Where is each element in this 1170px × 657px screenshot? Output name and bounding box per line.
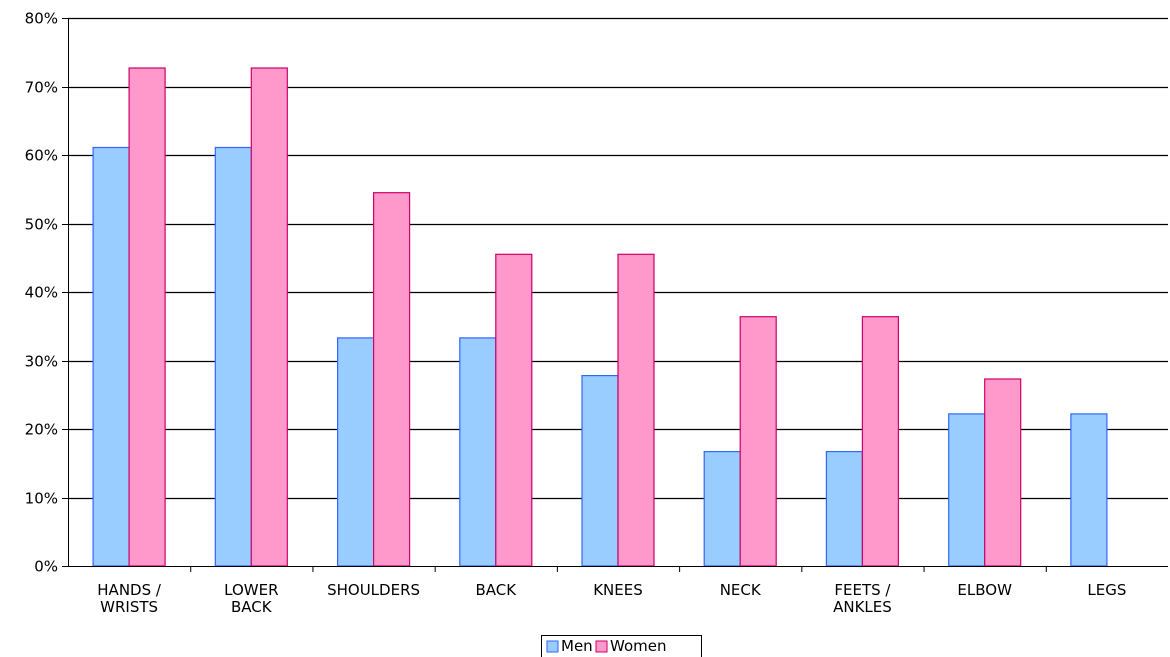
bar-men [1070, 413, 1108, 567]
x-tick-label: LOWER BACK [224, 581, 278, 616]
x-tick-label: FEETS / ANKLES [833, 581, 892, 616]
legend: Men Women [541, 635, 702, 657]
y-tick-label: 40% [25, 284, 58, 302]
bar-men [703, 451, 741, 567]
legend-label-men: Men [561, 637, 593, 655]
x-tick-label: LEGS [1087, 581, 1126, 599]
bar-men [948, 413, 986, 567]
y-tick-label: 30% [25, 353, 58, 371]
bar-women [250, 67, 288, 567]
legend-swatch-women [595, 640, 608, 653]
x-axis-labels: HANDS / WRISTS LOWER BACK SHOULDERS BACK KNEES… [97, 581, 1126, 616]
bar-men [337, 337, 375, 567]
bars [92, 67, 1108, 567]
bar-women [373, 192, 411, 567]
bar-women [984, 378, 1022, 567]
x-tick-label: ELBOW [957, 581, 1012, 599]
bar-women [495, 253, 533, 567]
bar-men [825, 451, 864, 567]
bar-women [739, 316, 777, 567]
x-tick-label: HANDS / WRISTS [97, 581, 162, 616]
bar-women [861, 316, 900, 567]
bar-men [581, 375, 619, 567]
bar-men [459, 337, 497, 567]
y-tick-label: 60% [25, 147, 58, 165]
bar-women [128, 67, 166, 567]
axes [68, 18, 1168, 572]
legend-swatch-men [546, 640, 559, 653]
y-axis-ticks: 0% 10% 20% 30% 40% 50% 60% 70% 80% [25, 10, 68, 576]
y-tick-label: 0% [34, 558, 58, 576]
bar-men [214, 146, 252, 567]
x-tick-label: NECK [720, 581, 762, 599]
y-tick-label: 70% [25, 79, 58, 97]
y-tick-label: 50% [25, 216, 58, 234]
x-tick-label: KNEES [593, 581, 643, 599]
bar-women [617, 253, 655, 567]
y-tick-label: 10% [25, 490, 58, 508]
x-tick-label: SHOULDERS [327, 581, 420, 599]
legend-label-women: Women [610, 637, 666, 655]
x-tick-label: BACK [475, 581, 517, 599]
y-tick-label: 20% [25, 421, 58, 439]
legend-box [541, 635, 702, 657]
bar-men [92, 146, 130, 567]
y-tick-label: 80% [25, 10, 58, 28]
